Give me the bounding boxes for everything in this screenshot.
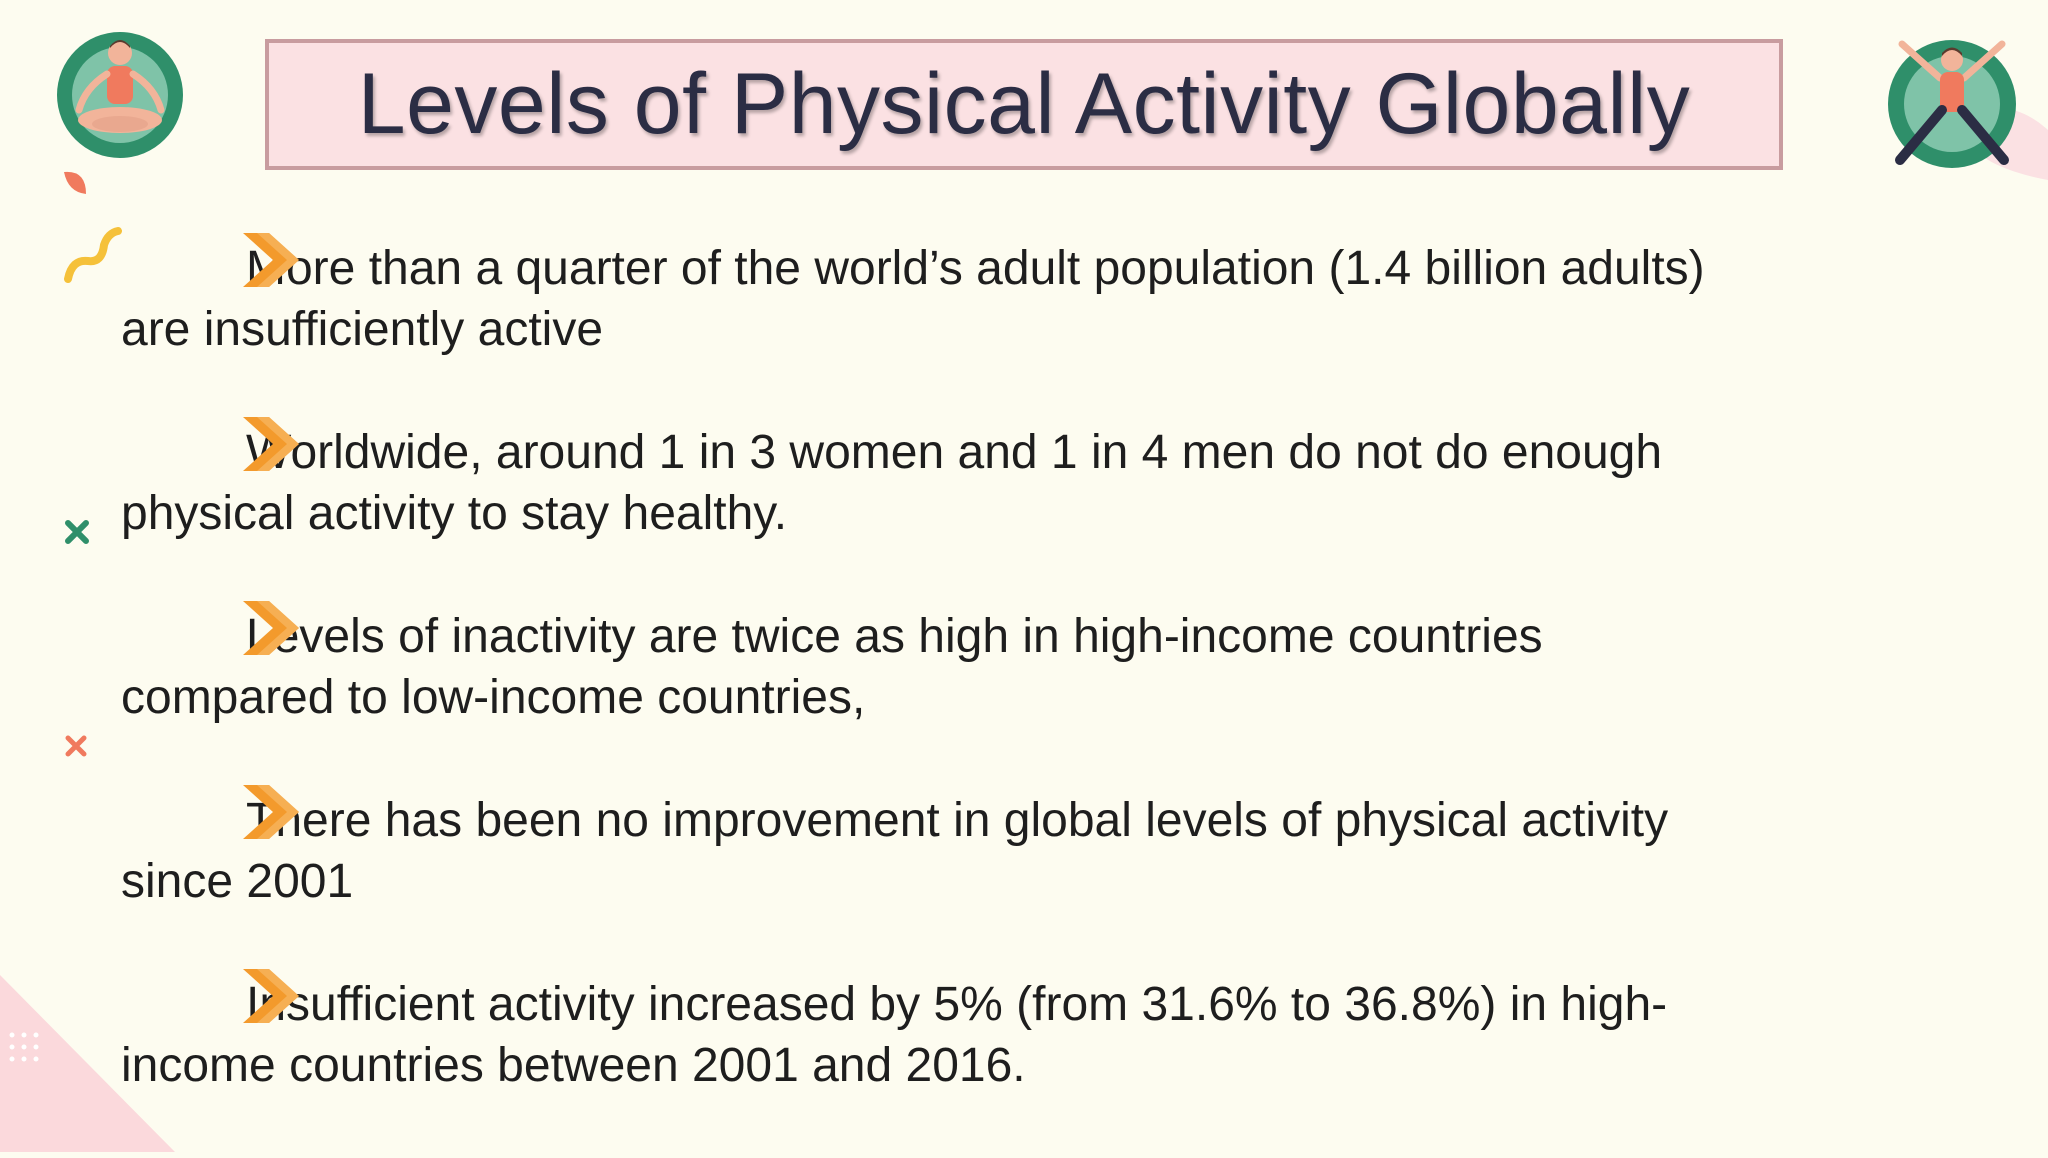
bullet-item: Worldwide, around 1 in 3 women and 1 in … — [121, 417, 1991, 544]
bullet-text-line2: compared to low-income countries, — [121, 671, 866, 724]
bullet-text-line2: physical activity to stay healthy. — [121, 487, 788, 540]
bullet-text-line1: Levels of inactivity are twice as high i… — [246, 610, 1543, 663]
bullet-text-line2: are insufficiently active — [121, 303, 604, 356]
bullet-item: Insufficient activity increased by 5% (f… — [121, 969, 1991, 1096]
x-mark-green-icon — [63, 518, 91, 546]
x-mark-coral-icon — [63, 733, 89, 759]
bullet-text-line1: Worldwide, around 1 in 3 women and 1 in … — [246, 426, 1663, 479]
page-title: Levels of Physical Activity Globally — [357, 56, 1691, 152]
corner-triangle-decoration — [0, 975, 175, 1152]
bullet-text-line2: since 2001 — [121, 855, 354, 908]
leaf-decoration — [62, 168, 90, 198]
chevron-right-icon — [239, 781, 309, 843]
bullet-item: More than a quarter of the world’s adult… — [121, 233, 1991, 360]
chevron-right-icon — [239, 965, 309, 1027]
bullet-list: More than a quarter of the world’s adult… — [121, 233, 1991, 1158]
bullet-text-line1: There has been no improvement in global … — [246, 794, 1669, 847]
bullet-text-line1: Insufficient activity increased by 5% (f… — [246, 978, 1668, 1031]
chevron-right-icon — [239, 229, 309, 291]
chevron-right-icon — [239, 413, 309, 475]
chevron-right-icon — [239, 597, 309, 659]
meditation-person-icon — [55, 30, 185, 165]
bullet-item: Levels of inactivity are twice as high i… — [121, 601, 1991, 728]
bullet-item: There has been no improvement in global … — [121, 785, 1991, 912]
bullet-text-line2: income countries between 2001 and 2016. — [121, 1039, 1026, 1092]
star-jump-person-icon — [1880, 38, 2020, 173]
bullet-text-line1: More than a quarter of the world’s adult… — [246, 242, 1705, 295]
title-box: Levels of Physical Activity Globally — [265, 39, 1783, 170]
squiggle-decoration — [62, 225, 124, 287]
